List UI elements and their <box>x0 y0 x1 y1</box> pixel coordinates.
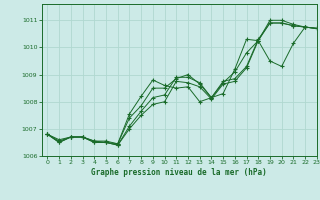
X-axis label: Graphe pression niveau de la mer (hPa): Graphe pression niveau de la mer (hPa) <box>91 168 267 177</box>
